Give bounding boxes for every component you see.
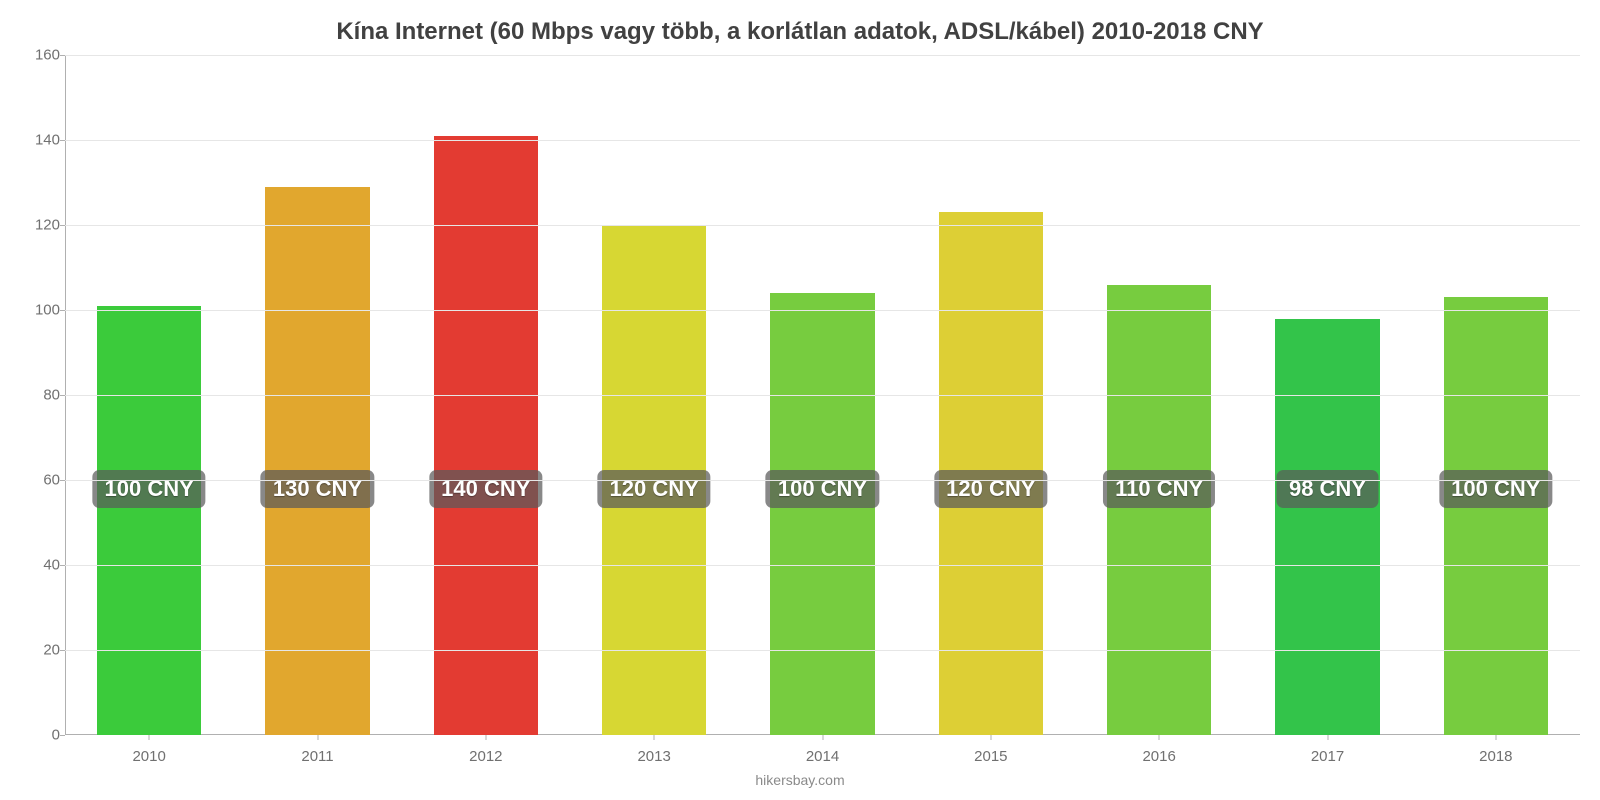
chart-container: Kína Internet (60 Mbps vagy több, a korl… (0, 0, 1600, 800)
y-tick-mark (60, 310, 65, 311)
x-tick-label: 2011 (301, 748, 333, 765)
x-tick-label: 2010 (132, 748, 165, 765)
x-tick-label: 2018 (1479, 748, 1512, 765)
grid-line (65, 225, 1580, 226)
x-tick-mark (822, 735, 823, 740)
y-tick-label: 20 (20, 642, 60, 659)
x-tick-mark (1159, 735, 1160, 740)
bar: 110 CNY (1107, 285, 1211, 736)
y-tick-mark (60, 55, 65, 56)
bar: 130 CNY (265, 187, 369, 735)
bar: 100 CNY (770, 293, 874, 735)
x-tick-label: 2016 (1142, 748, 1175, 765)
bar-value-label: 130 CNY (261, 470, 374, 508)
bar-value-label: 100 CNY (93, 470, 206, 508)
bar: 100 CNY (1444, 297, 1548, 735)
x-tick-label: 2012 (469, 748, 502, 765)
grid-line (65, 650, 1580, 651)
grid-line (65, 310, 1580, 311)
bar: 120 CNY (939, 212, 1043, 735)
x-tick-mark (1327, 735, 1328, 740)
y-tick-label: 140 (20, 132, 60, 149)
grid-line (65, 55, 1580, 56)
grid-line (65, 140, 1580, 141)
source-label: hikersbay.com (0, 772, 1600, 788)
bar-value-label: 120 CNY (598, 470, 711, 508)
bar: 100 CNY (97, 306, 201, 735)
x-tick-mark (990, 735, 991, 740)
y-tick-mark (60, 225, 65, 226)
y-tick-label: 60 (20, 472, 60, 489)
bar-value-label: 100 CNY (1439, 470, 1552, 508)
plot-area: 100 CNY 130 CNY 140 CNY 120 CNY 100 CNY 120 C… (65, 55, 1580, 735)
y-tick-label: 0 (20, 727, 60, 744)
bar-value-label: 140 CNY (429, 470, 542, 508)
bar: 98 CNY (1275, 319, 1379, 736)
x-tick-label: 2014 (806, 748, 839, 765)
y-tick-label: 80 (20, 387, 60, 404)
bar-value-label: 100 CNY (766, 470, 879, 508)
grid-line (65, 565, 1580, 566)
chart-title: Kína Internet (60 Mbps vagy több, a korl… (20, 18, 1580, 46)
x-tick-label: 2017 (1311, 748, 1344, 765)
x-tick-mark (485, 735, 486, 740)
x-tick-label: 2015 (974, 748, 1007, 765)
bar-value-label: 110 CNY (1103, 470, 1215, 508)
x-tick-mark (1495, 735, 1496, 740)
grid-line (65, 395, 1580, 396)
y-tick-mark (60, 565, 65, 566)
bar-value-label: 120 CNY (934, 470, 1047, 508)
y-tick-mark (60, 140, 65, 141)
y-tick-label: 100 (20, 302, 60, 319)
y-tick-mark (60, 735, 65, 736)
x-tick-mark (654, 735, 655, 740)
y-tick-mark (60, 395, 65, 396)
x-tick-mark (149, 735, 150, 740)
x-tick-label: 2013 (637, 748, 670, 765)
y-tick-mark (60, 480, 65, 481)
y-tick-label: 120 (20, 217, 60, 234)
y-tick-label: 160 (20, 47, 60, 64)
y-tick-mark (60, 650, 65, 651)
grid-line (65, 480, 1580, 481)
y-tick-label: 40 (20, 557, 60, 574)
bar-value-label: 98 CNY (1277, 470, 1378, 508)
x-tick-mark (317, 735, 318, 740)
